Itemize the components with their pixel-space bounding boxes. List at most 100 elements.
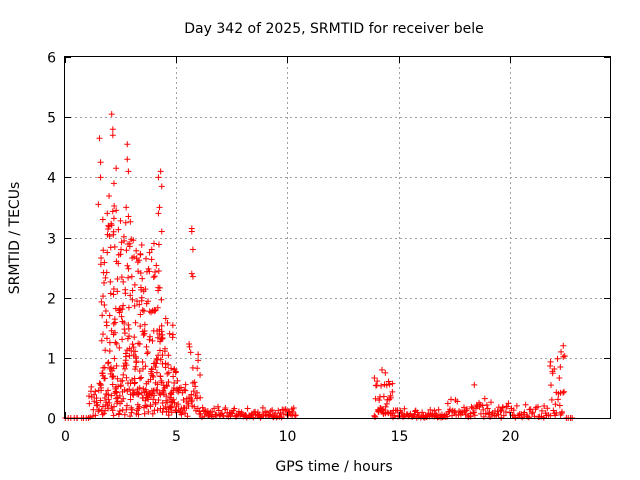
data-point	[118, 398, 125, 405]
data-point	[108, 364, 115, 371]
data-point	[154, 386, 161, 393]
data-point	[85, 393, 92, 400]
data-point	[120, 371, 127, 378]
data-point	[123, 362, 130, 369]
data-point	[123, 402, 130, 409]
data-point	[155, 210, 162, 217]
data-point	[165, 361, 172, 368]
data-point	[497, 408, 504, 415]
data-point	[147, 376, 154, 383]
data-point	[165, 379, 172, 385]
data-point	[102, 307, 109, 314]
data-point	[156, 347, 163, 354]
data-point	[387, 410, 394, 417]
data-point	[121, 411, 128, 418]
data-point	[159, 335, 166, 342]
data-point	[96, 406, 103, 413]
data-point	[88, 383, 95, 390]
data-point	[136, 257, 143, 264]
data-point	[448, 396, 455, 403]
data-point	[119, 377, 126, 384]
data-point	[153, 262, 160, 269]
data-point	[131, 389, 138, 396]
data-point	[157, 373, 164, 380]
data-point	[168, 404, 175, 411]
data-point	[142, 286, 149, 293]
data-point	[101, 394, 108, 401]
data-point	[188, 228, 195, 235]
data-point	[159, 331, 166, 338]
data-point	[197, 394, 204, 401]
data-point	[87, 414, 94, 421]
data-point	[113, 395, 120, 402]
data-point	[141, 308, 148, 315]
data-point	[510, 407, 517, 414]
data-point	[132, 348, 139, 355]
data-point	[158, 322, 165, 329]
data-point	[435, 406, 442, 413]
data-point	[121, 330, 128, 337]
data-point	[97, 174, 104, 181]
data-point	[117, 382, 124, 389]
data-point	[290, 404, 297, 411]
data-point	[164, 399, 171, 406]
data-point	[142, 363, 149, 370]
data-point	[90, 406, 97, 413]
data-point	[132, 363, 139, 370]
data-point	[410, 412, 417, 419]
data-point	[127, 396, 134, 403]
data-point	[109, 373, 116, 380]
data-point	[188, 270, 195, 277]
data-point	[110, 180, 117, 187]
data-point	[124, 141, 131, 148]
y-axis-label: SRMTID / TECUs	[7, 182, 23, 295]
data-point	[385, 378, 392, 385]
data-point	[99, 216, 106, 223]
data-point	[222, 405, 229, 412]
data-point	[144, 350, 151, 357]
data-point	[135, 411, 142, 418]
data-point	[449, 412, 456, 419]
data-point	[375, 409, 382, 416]
data-point	[164, 319, 171, 326]
data-point	[552, 412, 559, 419]
data-point	[103, 335, 110, 342]
data-point	[107, 244, 114, 251]
data-point	[560, 389, 567, 396]
data-point	[157, 168, 164, 175]
grid-layer	[65, 57, 610, 418]
data-point	[165, 369, 172, 376]
data-point	[145, 408, 152, 415]
data-point	[155, 268, 162, 275]
data-point	[215, 403, 222, 410]
data-point	[117, 251, 124, 258]
data-point	[194, 365, 201, 372]
data-point	[113, 340, 120, 347]
data-point	[124, 335, 131, 342]
data-point	[125, 304, 132, 311]
data-point	[484, 405, 491, 412]
data-point	[557, 363, 564, 370]
data-point	[194, 389, 201, 396]
data-point	[376, 397, 383, 404]
data-point	[187, 349, 194, 356]
data-point	[126, 243, 133, 250]
data-point	[126, 333, 133, 340]
data-point	[181, 386, 188, 393]
data-point	[151, 392, 158, 399]
data-point	[120, 278, 127, 285]
data-point	[378, 366, 385, 373]
data-point	[197, 371, 204, 378]
data-point	[133, 358, 140, 365]
data-point	[118, 313, 125, 320]
data-point	[150, 387, 157, 394]
y-tick-label: 4	[47, 171, 56, 187]
data-point	[209, 408, 216, 415]
data-point	[120, 233, 127, 240]
data-point	[102, 347, 109, 354]
data-point	[148, 246, 155, 253]
data-point	[180, 397, 187, 404]
data-point	[108, 392, 115, 399]
data-point	[471, 412, 478, 419]
